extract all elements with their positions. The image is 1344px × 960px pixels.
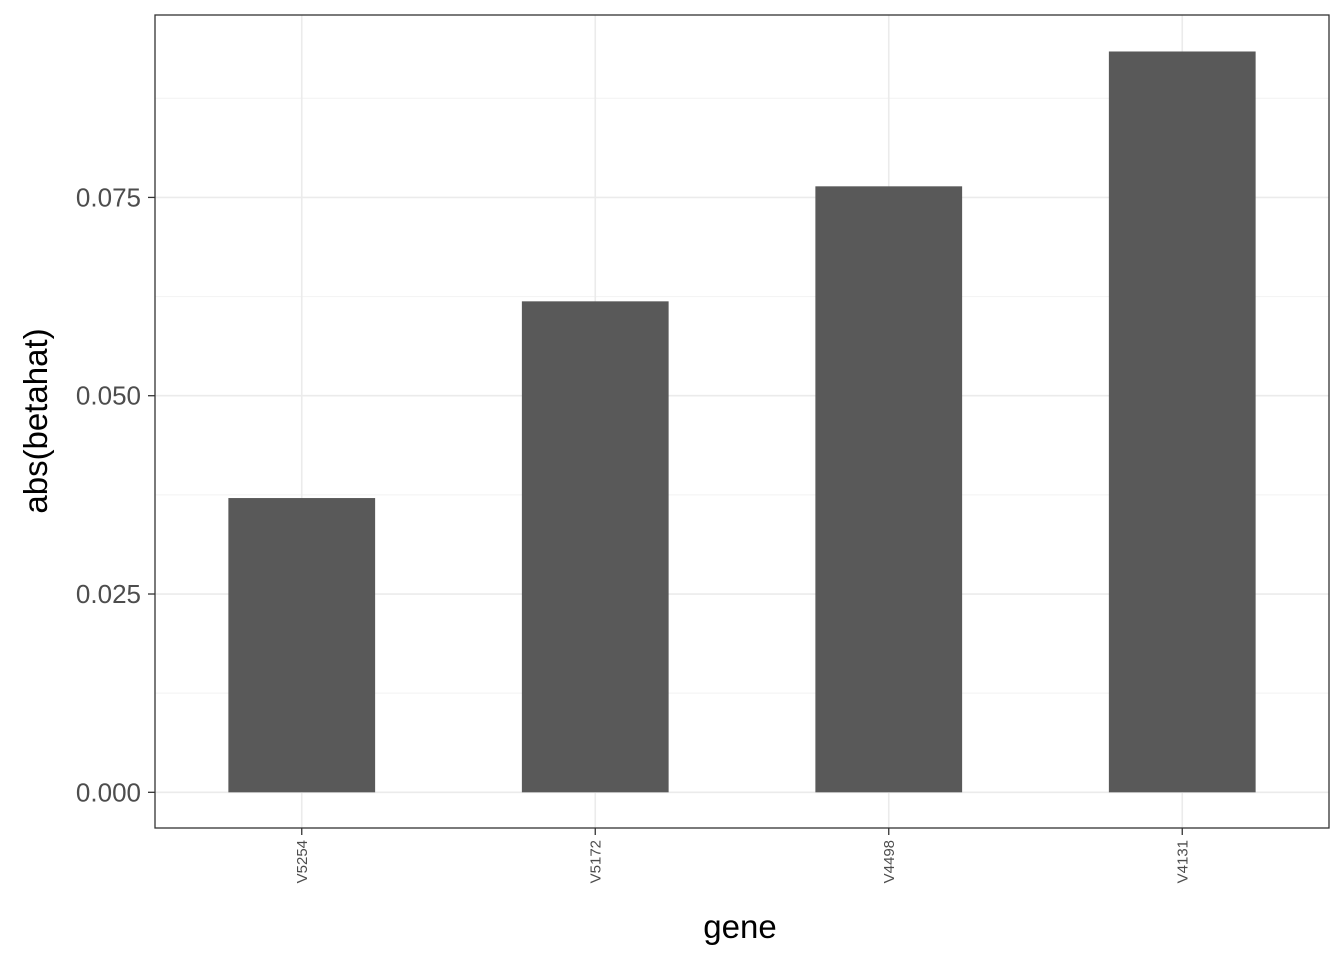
y-tick-label: 0.025 (76, 579, 141, 609)
x-tick-label: V4131 (1174, 840, 1191, 883)
bar-V4131 (1108, 51, 1256, 793)
bar-V5172 (521, 301, 669, 793)
x-axis-title: gene (703, 908, 776, 945)
y-axis-title: abs(betahat) (17, 328, 54, 513)
plot-panel-border (154, 14, 1330, 829)
x-axis: V5254 V5172 V4498 V4131 (294, 828, 1191, 883)
y-axis: 0.000 0.025 0.050 0.075 (76, 182, 155, 807)
y-tick-label: 0.050 (76, 381, 141, 411)
y-tick-label: 0.000 (76, 777, 141, 807)
bars (228, 51, 1256, 793)
y-tick-label: 0.075 (76, 182, 141, 212)
bar-V5254 (228, 498, 376, 793)
x-tick-label: V5254 (294, 840, 311, 883)
bar-V4498 (815, 186, 963, 793)
x-tick-label: V4498 (881, 840, 898, 883)
x-tick-label: V5172 (587, 840, 604, 883)
